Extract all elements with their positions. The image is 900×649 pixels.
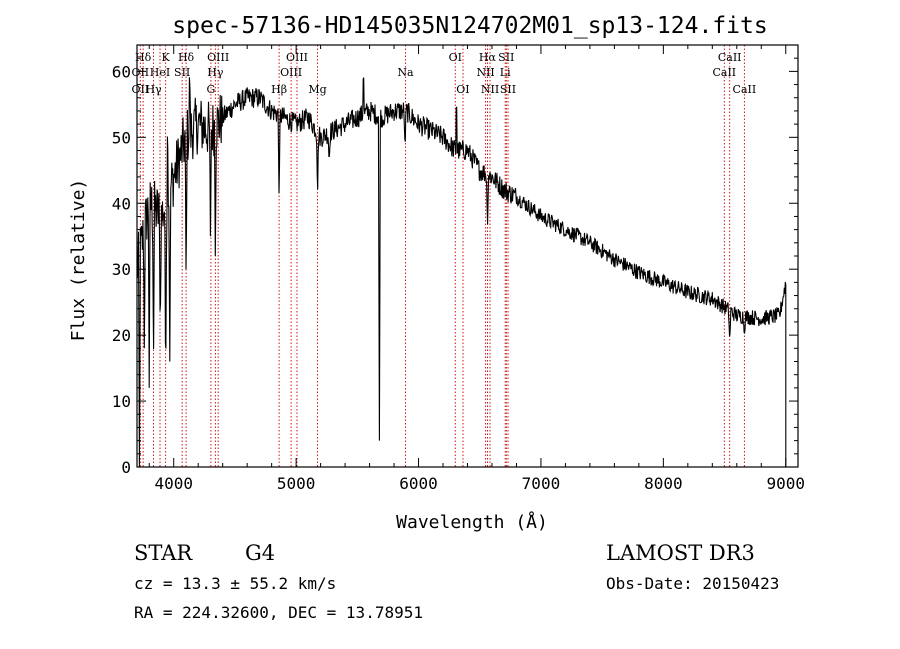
line-label: Mg bbox=[308, 83, 326, 96]
redshift-cz: cz = 13.3 ± 55.2 km/s bbox=[134, 574, 336, 593]
y-tick-label: 30 bbox=[112, 260, 131, 279]
line-label: CaII bbox=[733, 83, 757, 96]
axis-ticks: 4000 5000 6000 7000 8000 9000 0 10 20 30 40 50 60 bbox=[112, 45, 805, 493]
object-class: STAR bbox=[134, 541, 193, 565]
y-tick-label: 50 bbox=[112, 128, 131, 147]
line-label: Hβ bbox=[271, 83, 287, 96]
chart-title: spec-57136-HD145035N124702M01_sp13-124.f… bbox=[172, 13, 767, 39]
x-tick-label: 7000 bbox=[522, 474, 561, 493]
line-label: Hδ bbox=[178, 51, 195, 64]
line-marker-group bbox=[139, 45, 745, 467]
y-tick-label: 40 bbox=[112, 194, 131, 213]
line-label: CaII bbox=[718, 51, 742, 64]
line-label: OII bbox=[131, 83, 149, 96]
line-label: SII bbox=[174, 66, 190, 79]
y-tick-label: 0 bbox=[121, 458, 131, 477]
line-label: CaII bbox=[712, 66, 736, 79]
line-label: K bbox=[162, 51, 171, 64]
line-label: SII bbox=[500, 83, 516, 96]
line-label: Hγ bbox=[207, 66, 224, 79]
y-tick-label: 60 bbox=[112, 62, 131, 81]
line-label: Na bbox=[397, 66, 414, 79]
x-axis-label: Wavelength (Å) bbox=[396, 511, 548, 533]
line-label: Li bbox=[500, 66, 511, 79]
y-axis-label: Flux (relative) bbox=[68, 179, 89, 342]
object-subclass: G4 bbox=[245, 541, 275, 565]
line-label: NII bbox=[476, 66, 494, 79]
line-label: Hδ bbox=[135, 51, 152, 64]
x-tick-label: 6000 bbox=[399, 474, 438, 493]
line-label: NII bbox=[481, 83, 499, 96]
obs-date: Obs-Date: 20150423 bbox=[606, 574, 779, 593]
line-label: SII bbox=[498, 51, 514, 64]
line-label: HeI bbox=[150, 66, 170, 79]
line-label: OI bbox=[456, 83, 469, 96]
plot-frame bbox=[136, 44, 799, 468]
spectrum-line bbox=[136, 77, 787, 468]
y-tick-label: 10 bbox=[112, 392, 131, 411]
line-label: OIII bbox=[286, 51, 308, 64]
line-label: Hα bbox=[479, 51, 497, 64]
line-label: OI bbox=[449, 51, 462, 64]
x-tick-label: 4000 bbox=[154, 474, 193, 493]
x-tick-label: 9000 bbox=[766, 474, 805, 493]
line-label: OII bbox=[131, 66, 149, 79]
y-tick-label: 20 bbox=[112, 326, 131, 345]
line-label: OIII bbox=[280, 66, 302, 79]
survey-name: LAMOST DR3 bbox=[606, 541, 755, 565]
line-label: Hγ bbox=[145, 83, 162, 96]
line-label: G bbox=[207, 83, 216, 96]
x-tick-label: 5000 bbox=[277, 474, 316, 493]
ra-dec: RA = 224.32600, DEC = 13.78951 bbox=[134, 603, 423, 622]
line-label: OIII bbox=[207, 51, 229, 64]
x-tick-label: 8000 bbox=[644, 474, 683, 493]
